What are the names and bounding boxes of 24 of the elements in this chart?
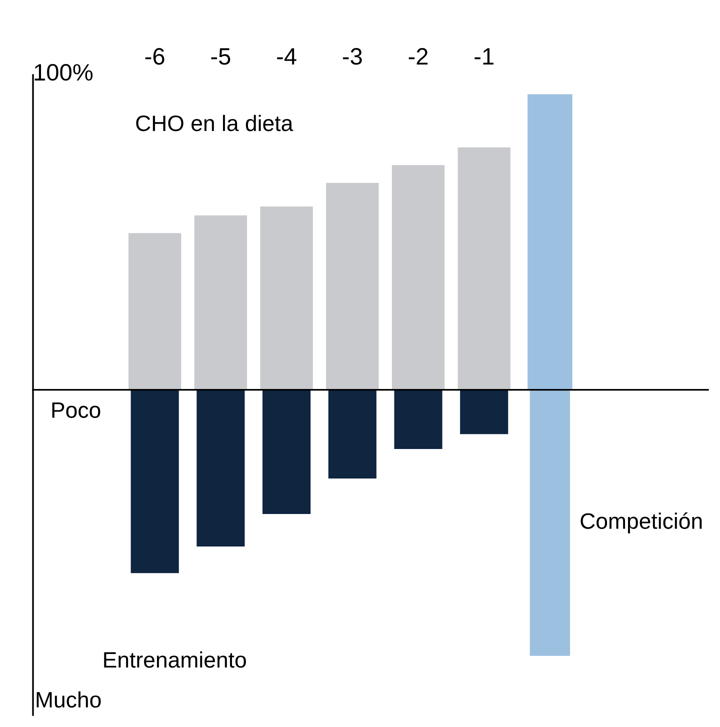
bar: [328, 390, 376, 479]
text: Poco: [52, 402, 100, 418]
annotation: Competición: [580, 512, 702, 534]
x-tick-label: -4: [277, 48, 296, 65]
bar: [196, 390, 245, 546]
annotation: Entrenamiento: [104, 651, 246, 668]
bar: [128, 233, 182, 390]
text: 100%: [34, 64, 93, 81]
bar: [394, 390, 442, 449]
bar: [458, 147, 510, 390]
bar: [262, 390, 311, 514]
bar: [460, 390, 508, 434]
annotation: CHO en la dieta: [136, 114, 294, 132]
bar: [392, 165, 445, 390]
x-tick-label: -3: [342, 48, 362, 65]
x-tick-label: -5: [211, 48, 230, 65]
x-tick-label: -2: [408, 48, 428, 65]
bar: [194, 215, 248, 390]
bar: [130, 390, 179, 574]
bar: [260, 206, 313, 390]
x-tick-label: -6: [145, 48, 164, 65]
text: Mucho: [36, 691, 101, 708]
bar: [326, 182, 379, 390]
x-tick-label: -1: [474, 48, 494, 65]
